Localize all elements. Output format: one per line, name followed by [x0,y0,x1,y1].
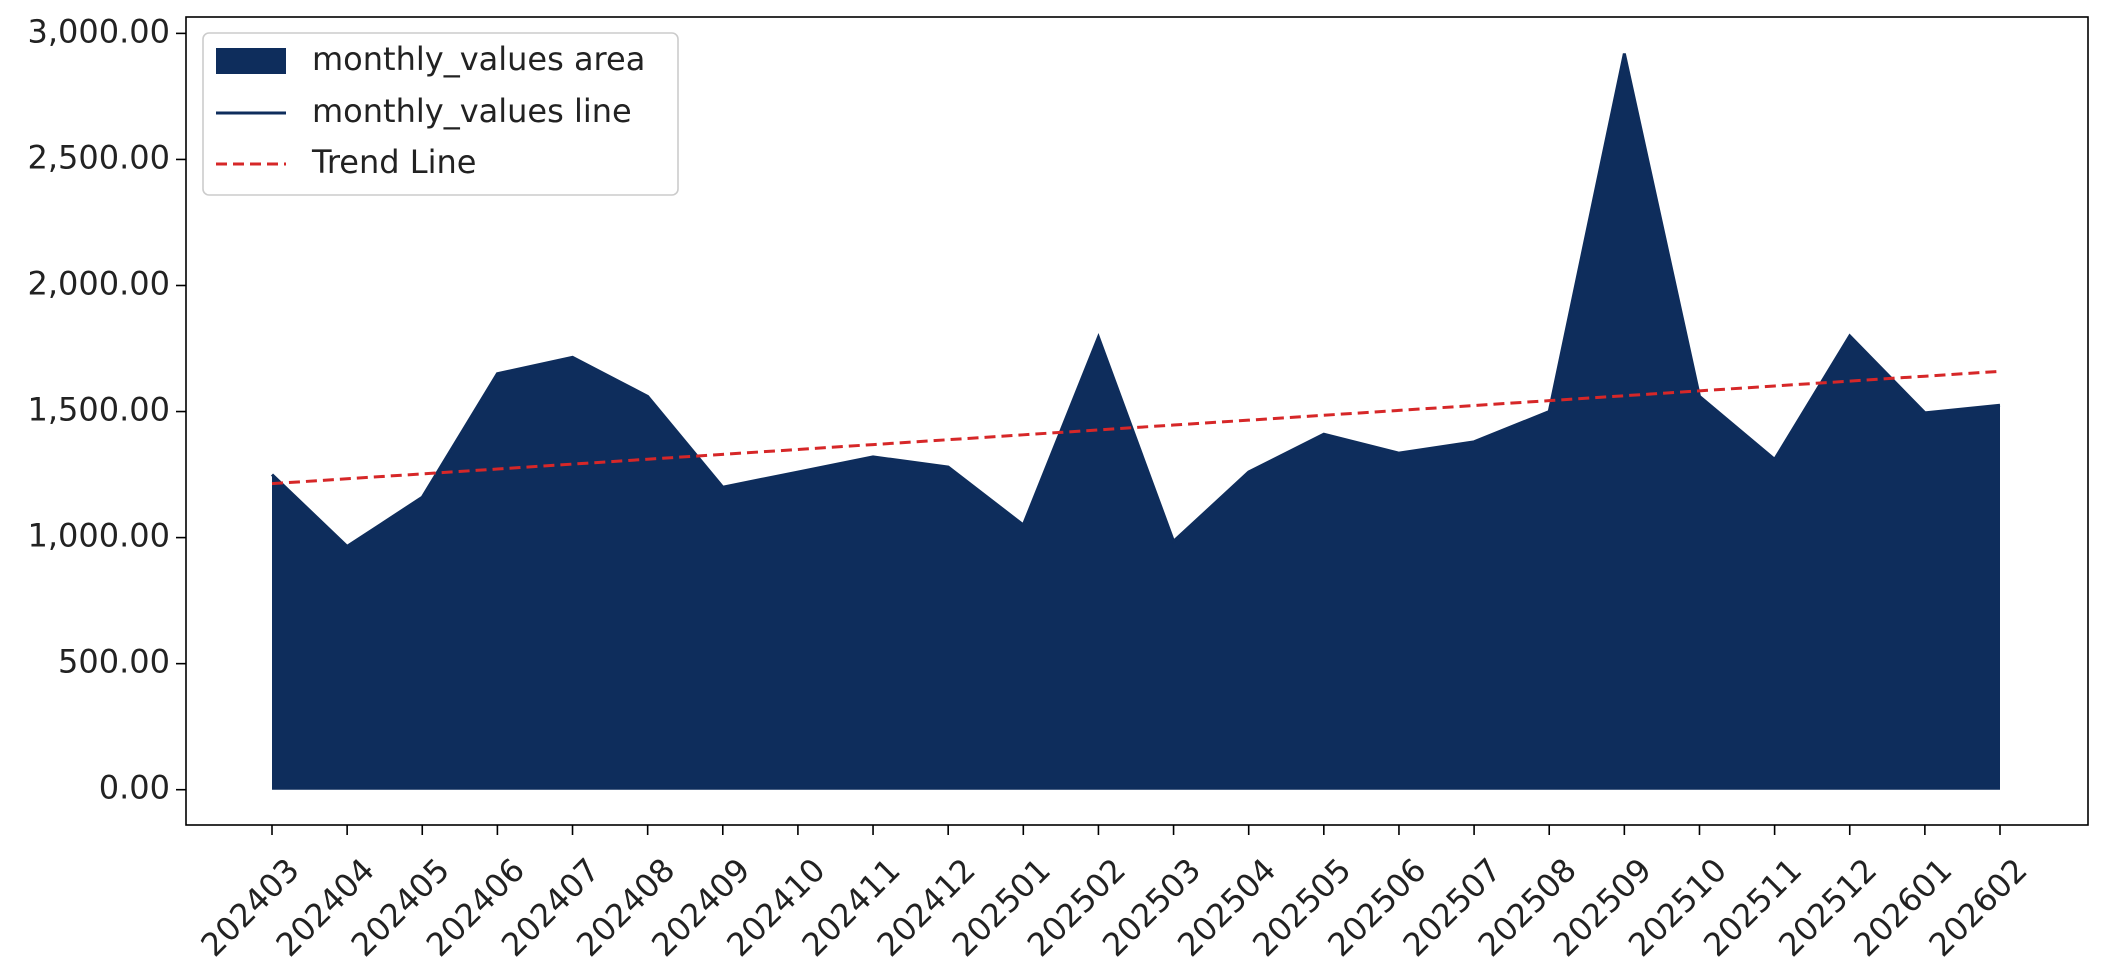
area-fill-monthly-values [272,53,2000,790]
y-tick-label: 2,500.00 [28,138,171,176]
y-tick-label: 500.00 [58,643,170,681]
legend: monthly_values area monthly_values line … [202,32,679,196]
y-tick-label: 1,500.00 [28,391,171,429]
plot-marks [270,53,2001,790]
legend-box [202,32,679,196]
legend-area-swatch [216,48,286,74]
legend-label-line: monthly_values line [312,92,632,130]
legend-label-area: monthly_values area [312,40,645,78]
y-tick-label: 2,000.00 [28,264,171,302]
line-monthly-values [270,53,2001,549]
y-tick-label: 3,000.00 [28,12,171,50]
legend-label-trend: Trend Line [311,143,476,181]
y-tick-label: 0.00 [99,769,170,807]
y-tick-label: 1,000.00 [28,517,171,555]
plot-frame [185,16,2089,826]
